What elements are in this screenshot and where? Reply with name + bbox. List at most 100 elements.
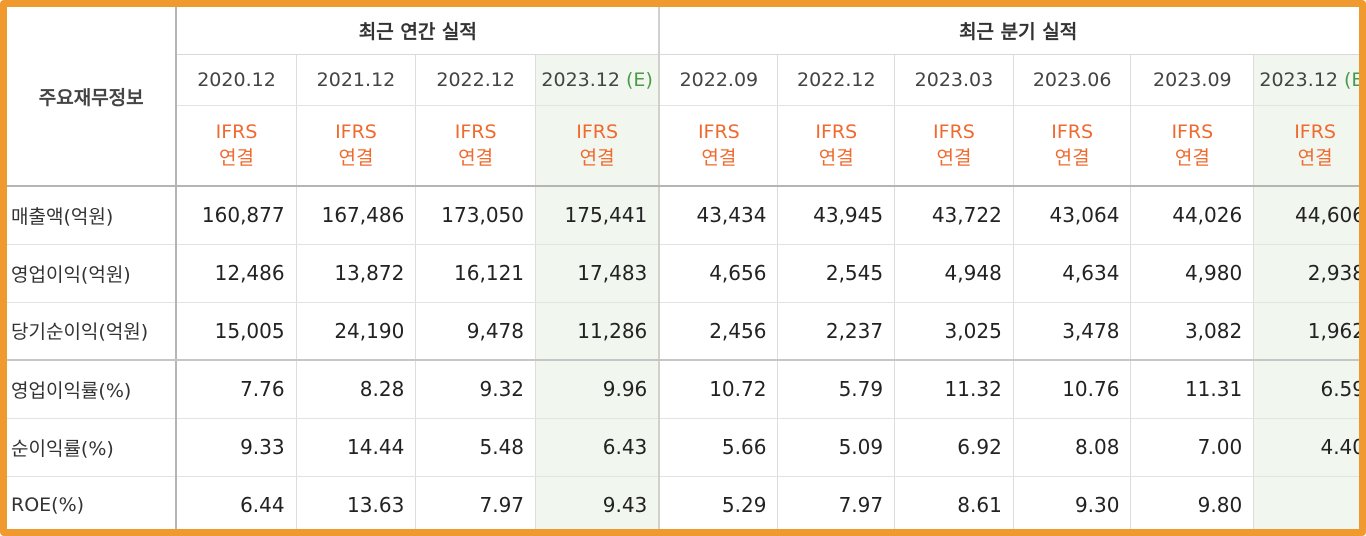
value-cell: 2,545 (777, 244, 896, 303)
row-label: 영업이익(억원) (7, 244, 178, 303)
accounting-standard-cell: IFRS 연결 (1013, 105, 1132, 187)
value-cell: 4,948 (894, 244, 1014, 303)
value-cell: 14.44 (296, 418, 417, 477)
accounting-standard-cell: IFRS 연결 (1253, 105, 1359, 187)
value-cell: 24,190 (296, 302, 417, 361)
value-cell: 10.76 (1013, 360, 1132, 419)
value-cell: 7.00 (1130, 418, 1255, 477)
accounting-standard-cell: IFRS 연결 (415, 105, 537, 187)
ifrs-label: IFRS (697, 121, 740, 144)
value-cell: 173,050 (415, 186, 537, 245)
row-label: ROE(%) (7, 476, 178, 529)
value-cell: 6.92 (894, 418, 1014, 477)
value-cell: 4.40 (1253, 418, 1359, 477)
value-cell: 5.48 (415, 418, 537, 477)
value-cell: 13,872 (296, 244, 417, 303)
value-cell: 44,026 (1130, 186, 1255, 245)
period-header: 2021.12 (296, 54, 417, 106)
row-label: 당기순이익(억원) (7, 302, 178, 361)
period-header: 2022.12 (415, 54, 537, 106)
value-cell: 13.63 (296, 476, 417, 529)
consolidated-label: 연결 (579, 147, 615, 170)
value-cell: 8.28 (296, 360, 417, 419)
value-cell: 1,962 (1253, 302, 1359, 361)
accounting-standard-cell: IFRS 연결 (777, 105, 896, 187)
accounting-standard-cell: IFRS 연결 (894, 105, 1014, 187)
period-label: 2020.12 (197, 68, 276, 91)
value-cell: 7.97 (777, 476, 896, 529)
period-label: 2023.12 (1259, 68, 1338, 91)
ifrs-label: IFRS (335, 121, 377, 144)
consolidated-label: 연결 (701, 147, 737, 170)
accounting-standard-cell: IFRS 연결 (659, 105, 779, 187)
period-header: 2022.09 (659, 54, 779, 106)
period-header: 2023.09 (1130, 54, 1255, 106)
value-cell: 44,606 (1253, 186, 1359, 245)
value-cell: 10.72 (659, 360, 779, 419)
table-row: 순이익률(%) 9.33 14.44 5.48 6.43 5.66 5.09 6.92 8.08… (7, 418, 1359, 477)
value-cell: 7.97 (415, 476, 537, 529)
value-cell: 2,938 (1253, 244, 1359, 303)
period-header: 2023.06 (1013, 54, 1132, 106)
value-cell (1253, 476, 1359, 529)
value-cell: 8.61 (894, 476, 1014, 529)
row-label: 매출액(억원) (7, 186, 178, 245)
consolidated-label: 연결 (1297, 147, 1333, 170)
value-cell: 9.30 (1013, 476, 1132, 529)
consolidated-label: 연결 (1174, 147, 1210, 170)
accounting-standard-row: IFRS 연결 IFRS 연결 IFRS 연결 IFRS 연결 IFRS 연결 IFRS 연결 IFRS… (7, 105, 1359, 187)
table-row: 당기순이익(억원) 15,005 24,190 9,478 11,286 2,456 2,2… (7, 302, 1359, 361)
quarterly-group-header: 최근 분기 실적 (659, 7, 1359, 55)
value-cell: 5.29 (659, 476, 779, 529)
financial-summary-table: 주요재무정보 최근 연간 실적 최근 분기 실적 2020.12 2021.12 2… (7, 7, 1359, 529)
value-cell: 160,877 (176, 186, 297, 245)
value-cell: 11,286 (535, 302, 661, 361)
period-header: 2020.12 (176, 54, 297, 106)
value-cell: 9,478 (415, 302, 537, 361)
ifrs-label: IFRS (1294, 121, 1336, 144)
value-cell: 3,478 (1013, 302, 1132, 361)
value-cell: 43,945 (777, 186, 896, 245)
accounting-standard-cell: IFRS 연결 (535, 105, 661, 187)
table-row: 영업이익(억원) 12,486 13,872 16,121 17,483 4,656 2,5… (7, 244, 1359, 303)
consolidated-label: 연결 (338, 147, 374, 170)
value-cell: 175,441 (535, 186, 661, 245)
period-label: 2022.12 (436, 68, 515, 91)
value-cell: 11.32 (894, 360, 1014, 419)
value-cell: 3,025 (894, 302, 1014, 361)
value-cell: 4,656 (659, 244, 779, 303)
period-label: 2023.06 (1032, 68, 1112, 91)
ifrs-label: IFRS (815, 121, 858, 144)
period-header: 2023.03 (894, 54, 1014, 106)
period-label: 2023.03 (914, 68, 994, 91)
value-cell: 5.66 (659, 418, 779, 477)
consolidated-label: 연결 (1054, 147, 1090, 170)
period-label: 2023.09 (1153, 68, 1232, 91)
value-cell: 2,237 (777, 302, 896, 361)
table-row: 매출액(억원) 160,877 167,486 173,050 175,441 43,43… (7, 186, 1359, 245)
value-cell: 3,082 (1130, 302, 1255, 361)
value-cell: 5.79 (777, 360, 896, 419)
financial-rows: 매출액(억원) 160,877 167,486 173,050 175,441 43,43… (7, 186, 1359, 529)
period-header: 2022.12 (777, 54, 896, 106)
estimate-tag: (E) (1343, 68, 1359, 91)
period-label: 2022.09 (679, 68, 759, 91)
consolidated-label: 연결 (818, 147, 854, 170)
value-cell: 4,634 (1013, 244, 1132, 303)
corner-header: 주요재무정보 (7, 7, 178, 187)
period-header: 2023.12 (E) (1253, 54, 1359, 106)
row-label: 영업이익률(%) (7, 360, 178, 419)
ifrs-label: IFRS (1051, 121, 1094, 144)
accounting-standard-cell: IFRS 연결 (1130, 105, 1255, 187)
table-row: 영업이익률(%) 7.76 8.28 9.32 9.96 10.72 5.79 11.32 10… (7, 360, 1359, 419)
annual-group-header: 최근 연간 실적 (176, 7, 661, 55)
ifrs-label: IFRS (1171, 121, 1214, 144)
ifrs-label: IFRS (454, 121, 497, 144)
period-label: 2023.12 (541, 68, 620, 91)
consolidated-label: 연결 (458, 147, 494, 170)
value-cell: 9.33 (176, 418, 297, 477)
value-cell: 9.32 (415, 360, 537, 419)
row-label: 순이익률(%) (7, 418, 178, 477)
period-header: 2023.12 (E) (535, 54, 661, 106)
